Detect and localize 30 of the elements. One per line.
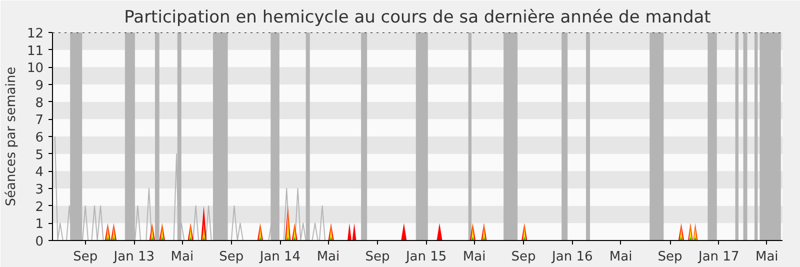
y-axis-title: Séances par semaine [4, 66, 19, 206]
y-tick-label: 0 [35, 234, 44, 250]
y-tick-label: 2 [35, 200, 44, 215]
x-tick-label: Jan 14 [258, 250, 301, 264]
y-tick-label: 9 [35, 78, 44, 94]
y-tick-label: 7 [35, 113, 44, 128]
x-tick-label: Mai [170, 250, 194, 264]
y-tick-label: 6 [35, 130, 44, 146]
y-tick-label: 5 [35, 148, 44, 163]
x-tick-label: Jan 16 [551, 250, 593, 264]
y-tick-label: 12 [26, 26, 44, 42]
x-tick-label: Mai [755, 250, 778, 264]
x-tick-label: Mai [462, 250, 486, 264]
y-tick-label: 1 [35, 217, 44, 232]
x-tick-label: Mai [609, 250, 632, 264]
x-tick-label: Mai [316, 250, 340, 264]
x-tick-label: Sep [658, 250, 682, 264]
y-tick-label: 3 [35, 182, 44, 198]
x-tick-label: Sep [73, 250, 98, 264]
y-tick-label: 10 [26, 61, 44, 76]
y-tick-label: 4 [35, 165, 44, 180]
x-tick-label: Jan 17 [698, 250, 740, 264]
x-tick-label: Sep [219, 250, 244, 264]
chart-title: Participation en hemicycle au cours de sa dernière année de mandat [124, 8, 712, 28]
x-tick-label: Jan 15 [404, 250, 447, 264]
y-tick-label: 8 [35, 96, 44, 111]
y-tick-label: 11 [26, 44, 44, 59]
x-tick-label: Sep [511, 250, 536, 264]
x-tick-label: Jan 13 [112, 250, 155, 264]
x-tick-label: Sep [365, 250, 390, 264]
